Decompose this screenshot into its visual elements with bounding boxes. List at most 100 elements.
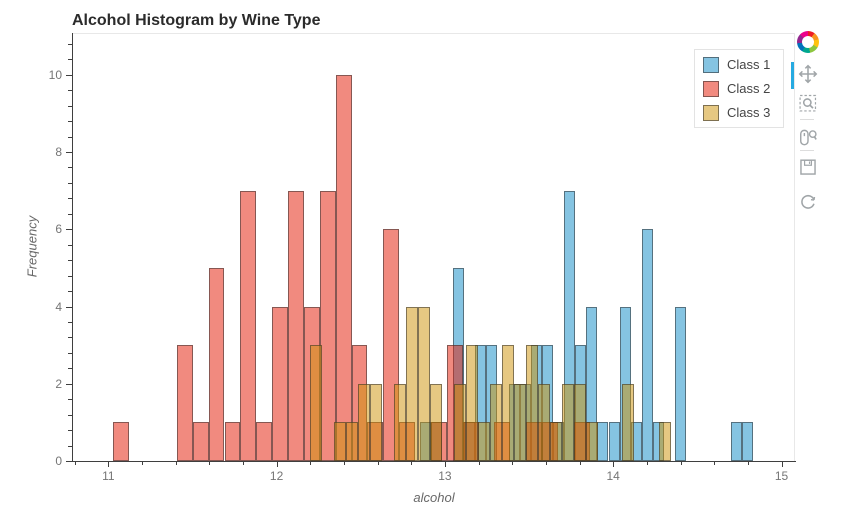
bokeh-logo-icon[interactable]: [797, 31, 819, 53]
y-minor-tick: [68, 291, 72, 292]
x-minor-tick: [175, 461, 177, 465]
x-axis-label: alcohol: [413, 490, 455, 505]
y-major-tick: [66, 152, 72, 153]
pan-tool-button[interactable]: [796, 62, 820, 86]
y-major-tick: [66, 74, 72, 76]
wheel-zoom-tool-button[interactable]: [796, 125, 820, 149]
hist-bar-class-3: [586, 422, 599, 461]
x-minor-tick: [243, 461, 244, 465]
legend-label: Class 3: [727, 105, 771, 120]
hist-bar-class-2: [319, 190, 336, 461]
toolbar: [791, 31, 821, 231]
hist-bar-class-3: [394, 383, 407, 461]
y-minor-tick: [68, 198, 72, 200]
y-minor-tick: [68, 43, 72, 45]
y-major-tick: [66, 306, 72, 308]
y-tick-label: 10: [48, 67, 62, 82]
hist-bar-class-1: [641, 229, 653, 461]
hist-bar-class-3: [562, 383, 575, 461]
x-major-tick: [613, 461, 615, 467]
x-minor-tick: [344, 461, 345, 465]
hist-bar-class-2: [288, 190, 304, 461]
y-minor-tick: [68, 182, 72, 184]
legend: Class 1 Class 2 Class 3: [694, 49, 784, 128]
x-minor-tick: [209, 461, 211, 465]
y-minor-tick: [68, 260, 72, 262]
reset-tool-button[interactable]: [796, 190, 820, 214]
legend-label: Class 2: [727, 81, 771, 96]
hist-bar-class-2: [224, 422, 241, 461]
x-major-tick: [276, 461, 278, 467]
hist-bar-class-2: [113, 422, 130, 461]
hist-bar-class-3: [346, 422, 359, 461]
x-minor-tick: [74, 461, 76, 465]
x-minor-tick: [411, 461, 413, 465]
y-axis-label: Frequency: [24, 215, 40, 278]
y-minor-tick: [68, 430, 72, 432]
hist-bar-class-3: [574, 383, 587, 461]
y-major-tick: [66, 229, 72, 231]
active-tool-indicator: [791, 62, 794, 89]
y-minor-tick: [68, 337, 72, 339]
hist-bar-class-3: [478, 422, 491, 461]
x-tick-label: 12: [269, 469, 284, 483]
hist-bar-class-2: [192, 422, 209, 461]
hist-bar-class-2: [256, 422, 273, 461]
hist-bar-class-3: [526, 345, 539, 461]
y-minor-tick: [68, 213, 72, 215]
legend-swatch: [703, 104, 719, 121]
x-minor-tick: [377, 461, 379, 465]
hist-bar-class-3: [418, 306, 431, 461]
x-major-tick: [781, 461, 783, 467]
x-minor-tick: [579, 461, 581, 465]
reset-icon: [801, 194, 816, 209]
y-tick-label: 2: [55, 376, 62, 391]
hist-bar-class-3: [406, 306, 419, 461]
y-minor-tick: [68, 121, 72, 123]
legend-item-1: Class 1: [703, 56, 775, 73]
hist-bar-class-1: [597, 422, 609, 461]
toolbar-separator: [800, 119, 814, 120]
hist-bar-class-3: [514, 383, 527, 461]
toolbar-separator: [800, 150, 814, 151]
hist-bar-class-1: [730, 422, 742, 461]
hist-bar-class-2: [208, 267, 225, 461]
y-minor-tick: [68, 414, 72, 416]
x-major-tick: [444, 461, 446, 467]
legend-swatch: [703, 56, 719, 73]
hist-bar-class-1: [608, 422, 620, 461]
box-zoom-icon: [799, 94, 817, 112]
y-axis-line: [72, 33, 73, 461]
y-tick-label: 6: [55, 222, 62, 237]
pan-icon: [798, 64, 818, 84]
hist-bar-class-3: [550, 422, 563, 461]
save-icon: [800, 159, 816, 175]
hist-bar-class-3: [334, 422, 347, 461]
x-minor-tick: [545, 461, 547, 465]
hist-bar-class-1: [741, 422, 753, 461]
box-zoom-tool-button[interactable]: [796, 91, 820, 115]
hist-bar-class-3: [430, 383, 443, 461]
x-minor-tick: [310, 461, 312, 465]
x-minor-tick: [646, 461, 648, 465]
y-major-tick: [66, 383, 72, 385]
hist-bar-class-2: [240, 190, 257, 461]
y-minor-tick: [68, 275, 72, 277]
y-tick-label: 8: [55, 145, 62, 159]
plot-area[interactable]: [73, 33, 795, 461]
hist-bar-class-2: [272, 306, 289, 461]
x-minor-tick: [142, 461, 143, 465]
y-minor-tick: [68, 59, 72, 61]
legend-item-3: Class 3: [703, 104, 775, 121]
y-minor-tick: [68, 244, 72, 246]
y-minor-tick: [68, 167, 72, 169]
save-tool-button[interactable]: [796, 155, 820, 179]
hist-bar-class-2: [176, 345, 193, 461]
x-minor-tick: [714, 461, 716, 465]
y-tick-label: 0: [55, 454, 62, 468]
y-minor-tick: [68, 399, 72, 401]
hist-bar-class-3: [358, 383, 371, 461]
x-tick-label: 14: [606, 469, 620, 483]
legend-label: Class 1: [727, 57, 771, 72]
